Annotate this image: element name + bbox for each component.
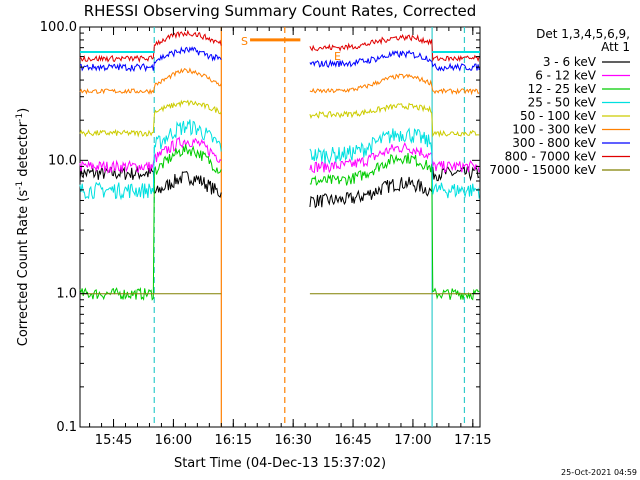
y-axis-label: Corrected Count Rate (s-1 detector-1) [15, 108, 31, 346]
x-tick-label: 16:45 [334, 433, 371, 448]
y-tick-label: 100.0 [40, 20, 77, 35]
saa-end-marker: E [334, 50, 341, 63]
series-line [309, 73, 480, 96]
y-axis-label-main: Corrected Count Rate (s [16, 190, 31, 347]
legend-label: 25 - 50 keV [528, 96, 597, 110]
legend-label: 7000 - 15000 keV [489, 163, 596, 177]
legend-label: 50 - 100 keV [520, 109, 597, 123]
series-line [309, 33, 480, 63]
x-axis: 15:45 16:00 16:15 16:30 16:45 17:00 17:15 [89, 27, 492, 448]
legend-label: 300 - 800 keV [512, 136, 596, 150]
legend-header-1: Det 1,3,4,5,6,9, [536, 27, 630, 41]
legend-label: 3 - 6 keV [543, 55, 597, 69]
series-line [309, 142, 480, 174]
plot-frame [79, 26, 481, 428]
y-tick-label: 0.1 [56, 420, 77, 435]
series-line [309, 152, 480, 301]
legend-label: 12 - 25 keV [528, 82, 597, 96]
legend-label: 100 - 300 keV [512, 123, 596, 137]
series-line [79, 99, 222, 138]
x-tick-label: 15:45 [95, 433, 132, 448]
y-axis-label-sup1: -1 [15, 181, 25, 190]
y-axis-label-end: ) [16, 108, 31, 113]
y-tick-label: 10.0 [48, 153, 77, 168]
x-tick-label: 16:00 [155, 433, 192, 448]
saa-start-marker: S [241, 35, 248, 48]
series-line [79, 144, 222, 301]
series-line [79, 67, 222, 95]
legend-label: 800 - 7000 keV [505, 150, 597, 164]
x-tick-label: 16:30 [274, 433, 311, 448]
plot-area: S E [79, 26, 481, 428]
series-line [309, 165, 480, 209]
y-tick-label: 1.0 [56, 287, 77, 302]
series-line [309, 127, 480, 199]
legend-label: 6 - 12 keV [535, 69, 597, 83]
series-line [309, 102, 480, 138]
series-line [79, 29, 222, 63]
series-line [309, 49, 480, 72]
series-line [79, 46, 222, 73]
vertical-markers [153, 27, 466, 427]
x-axis-label: Start Time (04-Dec-13 15:37:02) [174, 456, 386, 471]
y-axis: 100.0 10.0 1.0 0.1 [40, 20, 480, 435]
x-tick-label: 17:15 [454, 433, 491, 448]
x-tick-label: 16:15 [215, 433, 252, 448]
series-layer [79, 29, 480, 301]
series-line [79, 119, 222, 201]
series-line [79, 136, 222, 174]
y-axis-label-mid: detector [16, 121, 31, 181]
timestamp: 25-Oct-2021 04:59 [561, 468, 637, 477]
legend-header-2: Att 1 [601, 40, 630, 54]
chart-title: RHESSI Observing Summary Count Rates, Co… [84, 2, 477, 20]
x-tick-label: 17:00 [394, 433, 431, 448]
y-axis-label-sup2: -1 [15, 113, 25, 122]
